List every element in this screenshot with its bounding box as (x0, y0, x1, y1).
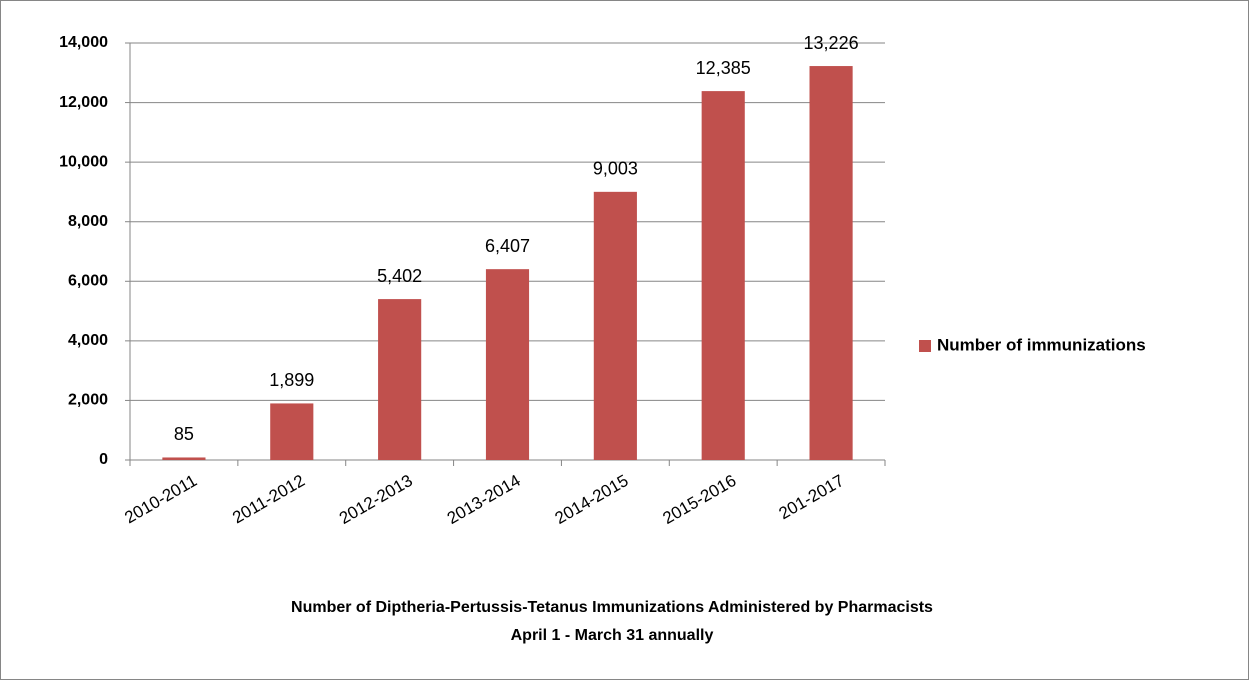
y-tick-label: 6,000 (68, 273, 108, 290)
y-tick-label: 4,000 (68, 332, 108, 349)
y-tick-label: 2,000 (68, 392, 108, 409)
chart-subtitle: April 1 - March 31 annually (511, 627, 714, 644)
bar (593, 191, 637, 460)
legend-swatch (919, 340, 931, 352)
data-label: 12,385 (696, 58, 751, 78)
bar (270, 403, 314, 460)
y-tick-label: 12,000 (59, 94, 108, 111)
data-label: 85 (174, 424, 194, 444)
bar (378, 299, 422, 460)
data-label: 6,407 (485, 236, 530, 256)
data-label: 1,899 (269, 370, 314, 390)
y-tick-label: 10,000 (59, 153, 108, 170)
legend-label: Number of immunizations (937, 335, 1146, 354)
bar (162, 457, 206, 460)
data-label: 13,226 (804, 33, 859, 53)
y-tick-label: 0 (99, 451, 108, 468)
y-tick-label: 14,000 (59, 34, 108, 51)
bar (485, 269, 530, 460)
chart-title: Number of Diptheria-Pertussis-Tetanus Im… (291, 599, 933, 616)
bar (809, 66, 853, 461)
bar (701, 91, 745, 460)
y-tick-label: 8,000 (68, 213, 108, 230)
data-label: 5,402 (377, 266, 422, 286)
data-label: 9,003 (593, 159, 638, 179)
